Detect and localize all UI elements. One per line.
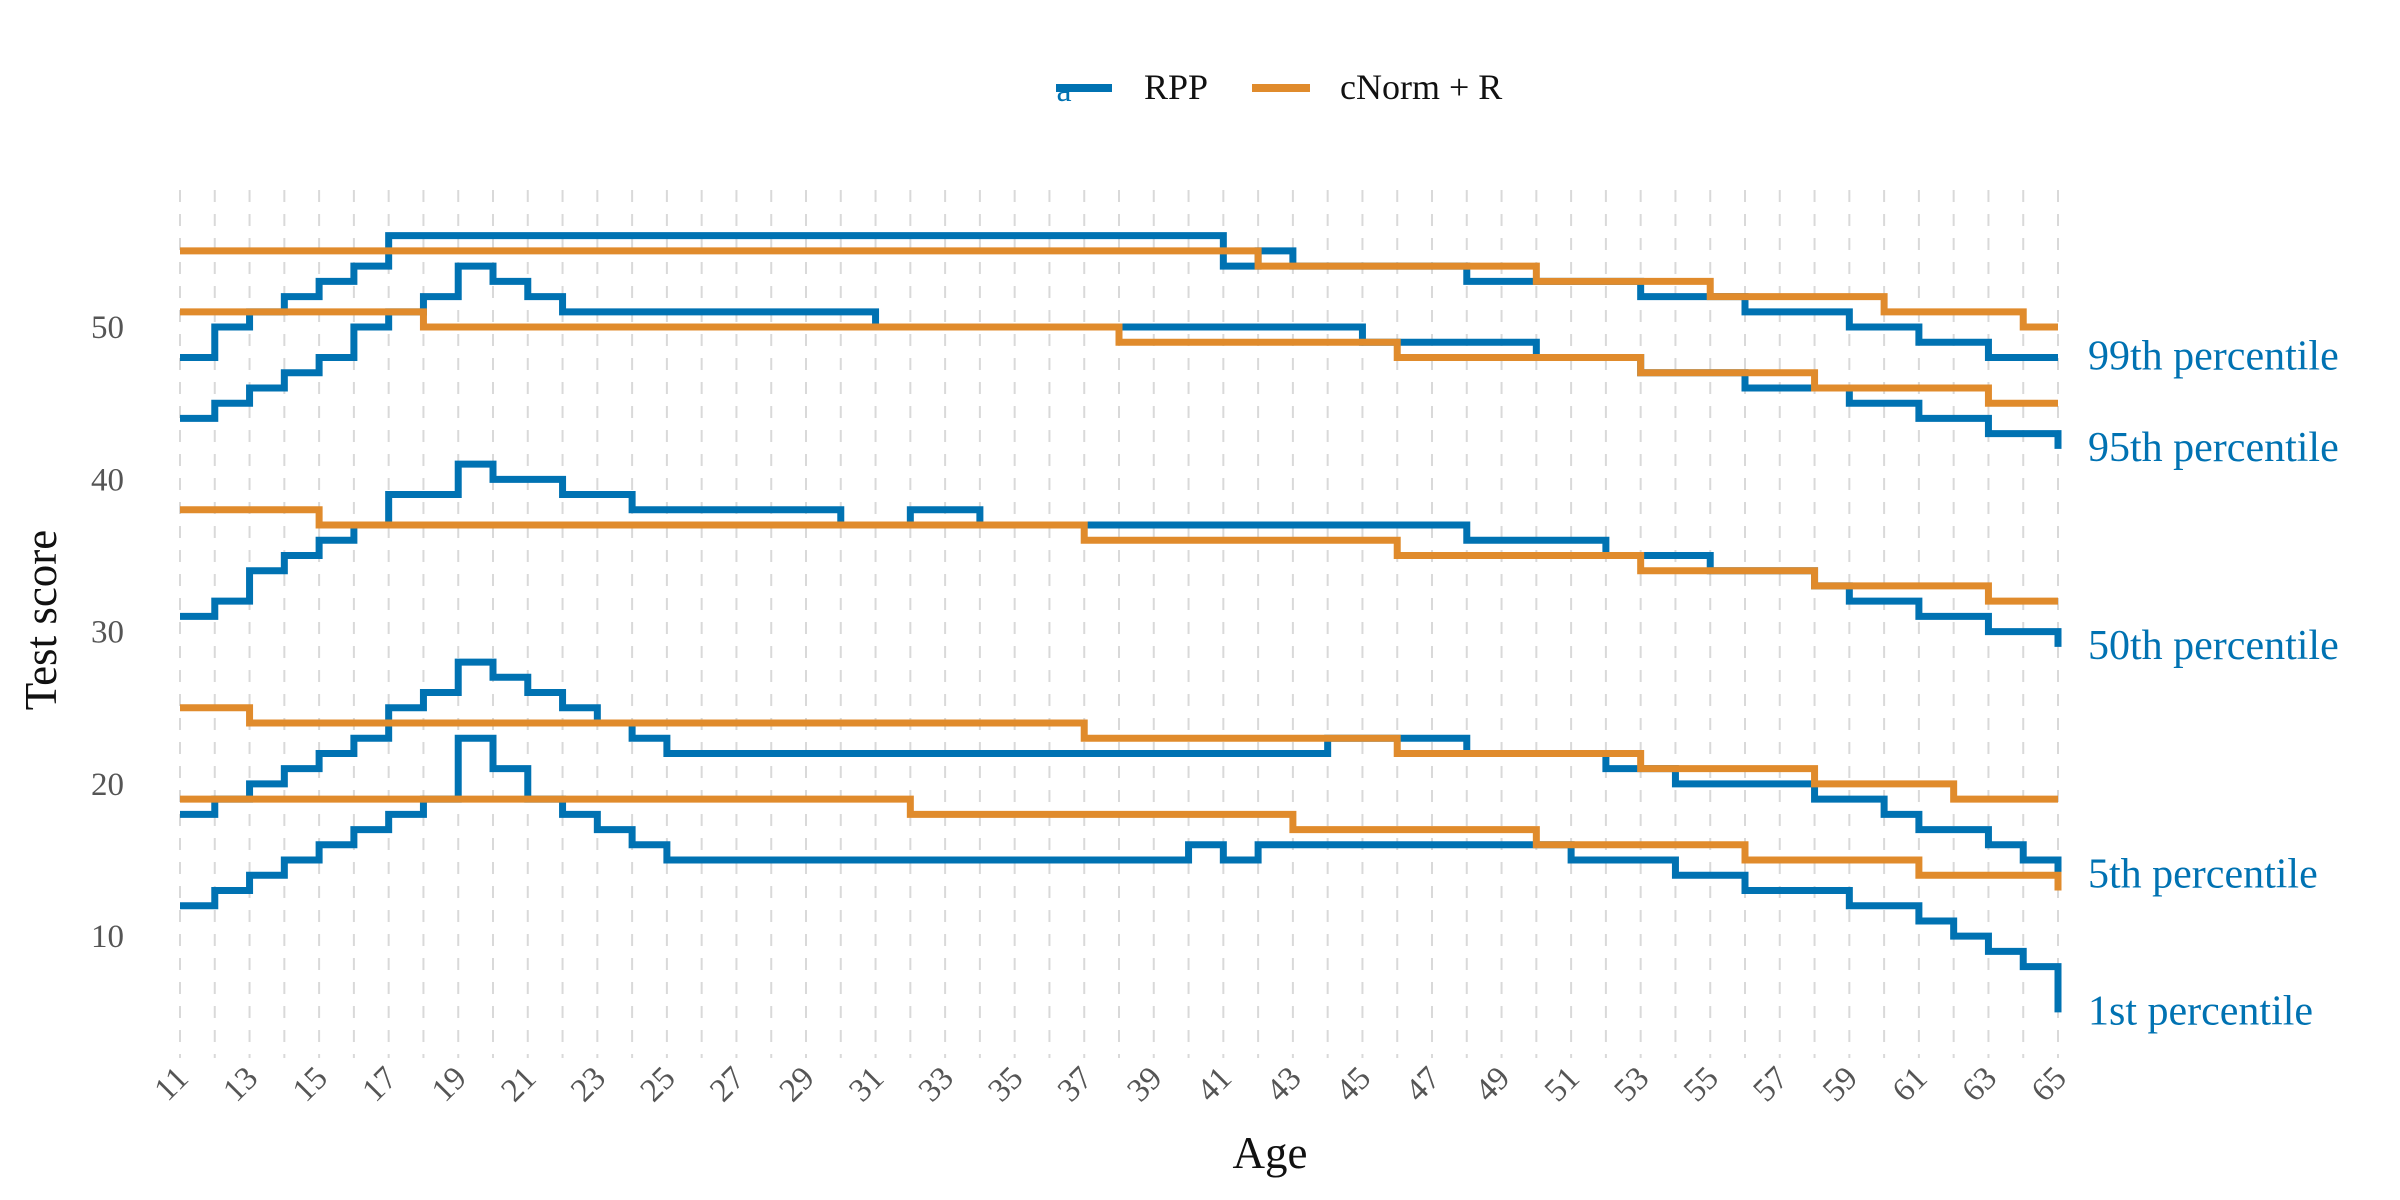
- x-tick-label: 25: [634, 1060, 683, 1109]
- x-tick-label: 31: [842, 1060, 891, 1109]
- x-tick-label: 27: [703, 1060, 752, 1109]
- x-tick-label: 45: [1329, 1060, 1378, 1109]
- x-tick-label: 61: [1886, 1060, 1935, 1109]
- series-rpp-99th: [180, 232, 2058, 362]
- grid: [179, 190, 2059, 1058]
- legend-label-rpp: RPP: [1144, 67, 1208, 107]
- x-tick-label: 63: [1955, 1060, 2004, 1109]
- y-tick-label: 10: [91, 919, 124, 955]
- legend: a RPP cNorm + R: [1056, 67, 1502, 109]
- y-tick-label: 40: [91, 462, 124, 498]
- series-cnorm-99th: [180, 247, 2058, 331]
- series-cnorm-1st: [180, 795, 2062, 891]
- series-cnorm-5th: [180, 704, 2058, 803]
- x-tick-label: 33: [912, 1060, 961, 1109]
- x-tick-label: 19: [425, 1060, 474, 1109]
- series-cnorm-95th: [180, 308, 2058, 407]
- y-axis-title: Test score: [16, 530, 66, 711]
- x-tick-label: 51: [1538, 1060, 1587, 1109]
- x-tick-label: 53: [1608, 1060, 1657, 1109]
- y-tick-label: 50: [91, 310, 124, 346]
- x-tick-label: 13: [216, 1060, 265, 1109]
- x-tick-label: 17: [356, 1060, 405, 1109]
- x-tick-label: 29: [773, 1060, 822, 1109]
- x-tick-label: 23: [564, 1060, 613, 1109]
- x-tick-label: 11: [148, 1060, 196, 1108]
- x-tick-label: 47: [1399, 1060, 1448, 1109]
- x-tick-label: 35: [982, 1060, 1031, 1109]
- legend-glyph: a: [1056, 72, 1071, 109]
- series-lines: [180, 232, 2062, 1013]
- percentile-label: 5th percentile: [2088, 851, 2318, 897]
- y-tick-label: 30: [91, 615, 124, 651]
- percentile-label: 99th percentile: [2088, 334, 2339, 380]
- x-tick-label: 43: [1260, 1060, 1309, 1109]
- x-tick-label: 65: [2025, 1060, 2074, 1109]
- y-tick-label: 20: [91, 767, 124, 803]
- x-tick-label: 21: [495, 1060, 544, 1109]
- percentile-label: 50th percentile: [2088, 623, 2339, 669]
- x-axis-title: Age: [1233, 1128, 1308, 1178]
- y-axis-ticks: 10 20 30 40 50: [91, 310, 124, 955]
- percentile-labels: 99th percentile 95th percentile 50th perce…: [2088, 334, 2339, 1035]
- x-tick-label: 37: [1051, 1060, 1100, 1109]
- x-tick-label: 49: [1468, 1060, 1517, 1109]
- x-tick-label: 55: [1677, 1060, 1726, 1109]
- x-tick-label: 39: [1121, 1060, 1170, 1109]
- series-cnorm-50th: [180, 506, 2058, 605]
- percentile-label: 1st percentile: [2088, 988, 2313, 1034]
- series-rpp-1st: [180, 734, 2062, 1013]
- x-tick-label: 57: [1747, 1060, 1796, 1109]
- percentile-label: 95th percentile: [2088, 425, 2339, 471]
- legend-label-cnorm: cNorm + R: [1340, 67, 1502, 107]
- x-tick-label: 41: [1190, 1060, 1239, 1109]
- x-tick-label: 59: [1816, 1060, 1865, 1109]
- x-tick-label: 15: [286, 1060, 335, 1109]
- x-axis-ticks: 11 13 15 17 19 21 23 25 27 29 31 33 35 37 39 41 43 45 47 49…: [148, 1060, 2074, 1109]
